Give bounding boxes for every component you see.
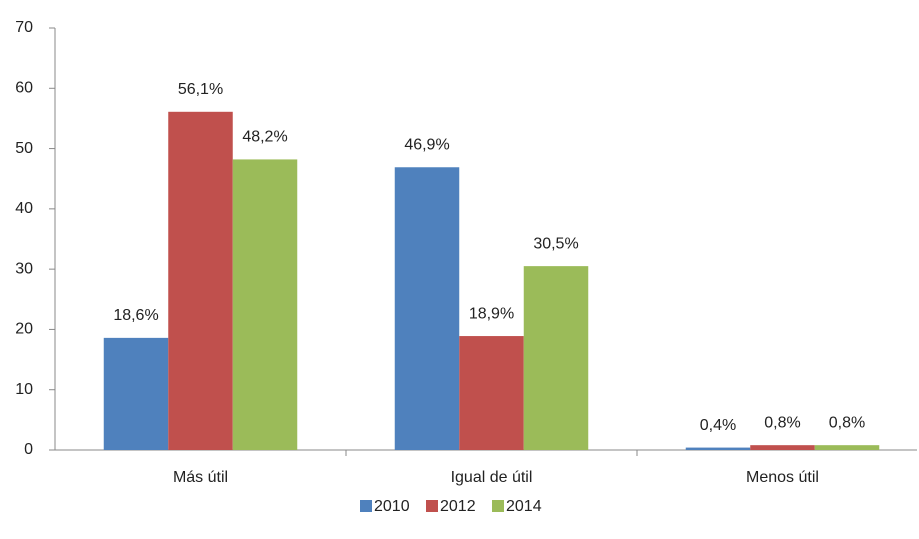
y-tick-label: 30 [15, 260, 33, 277]
bar [685, 447, 751, 450]
x-tick-label: Más útil [173, 469, 228, 486]
value-label: 48,2% [242, 129, 287, 146]
legend-label: 2014 [506, 498, 542, 515]
value-label: 0,4% [700, 417, 736, 434]
x-tick-label: Menos útil [746, 469, 819, 486]
y-tick-label: 0 [24, 441, 33, 458]
y-tick-label: 60 [15, 80, 33, 97]
legend-swatch [360, 500, 372, 512]
bar [750, 445, 815, 450]
value-label: 0,8% [829, 414, 865, 431]
y-tick-label: 20 [15, 321, 33, 338]
y-tick-label: 40 [15, 200, 33, 217]
x-tick-label: Igual de útil [451, 469, 533, 486]
bar [168, 111, 233, 450]
bar [394, 167, 460, 450]
bar [523, 266, 589, 450]
legend-label: 2012 [440, 498, 476, 515]
value-label: 0,8% [764, 414, 800, 431]
y-tick-label: 70 [15, 19, 33, 36]
value-label: 30,5% [533, 235, 578, 252]
bar [459, 336, 524, 450]
value-label: 18,6% [113, 307, 158, 324]
bar [232, 159, 298, 450]
legend-swatch [492, 500, 504, 512]
bar [103, 337, 169, 450]
value-label: 18,9% [469, 305, 514, 322]
value-label: 46,9% [404, 136, 449, 153]
bar [814, 445, 880, 450]
y-tick-label: 10 [15, 381, 33, 398]
legend-label: 2010 [374, 498, 410, 515]
y-tick-label: 50 [15, 140, 33, 157]
legend-swatch [426, 500, 438, 512]
value-label: 56,1% [178, 81, 223, 98]
